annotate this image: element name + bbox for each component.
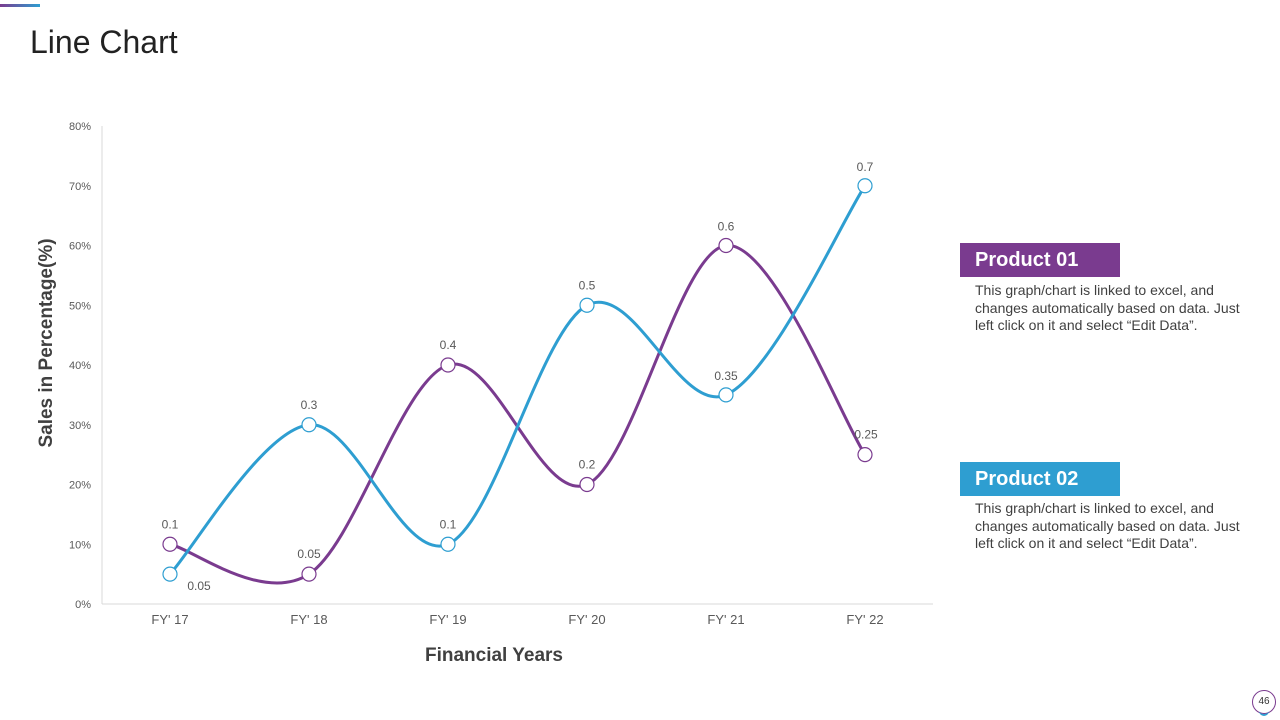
data-point-series-1[interactable] xyxy=(579,476,595,493)
data-label-series-2: 0.5 xyxy=(579,278,596,292)
series-line-2[interactable] xyxy=(168,184,867,576)
x-tick-label: FY' 21 xyxy=(707,612,744,627)
data-point-series-2[interactable] xyxy=(301,417,317,433)
data-point-series-1[interactable] xyxy=(718,237,734,254)
legend-label-product-01: Product 01 xyxy=(960,243,1120,277)
y-tick-label: 80% xyxy=(69,121,91,133)
legend-description-product-02: This graph/chart is linked to excel, and… xyxy=(975,500,1240,551)
series-line-1[interactable] xyxy=(168,243,867,585)
data-label-series-1: 0.05 xyxy=(297,547,321,561)
data-point-series-2[interactable] xyxy=(718,387,734,403)
data-label-series-2: 0.7 xyxy=(857,160,874,174)
data-point-series-1[interactable] xyxy=(301,566,317,582)
data-point-series-2[interactable] xyxy=(440,536,456,552)
legend-label-product-02: Product 02 xyxy=(960,462,1120,496)
y-tick-label: 0% xyxy=(75,599,91,611)
x-tick-label: FY' 17 xyxy=(151,612,188,627)
data-label-series-2: 0.35 xyxy=(714,369,738,383)
data-point-series-2[interactable] xyxy=(579,297,595,313)
x-tick-label: FY' 18 xyxy=(290,612,327,627)
x-tick-label: FY' 22 xyxy=(846,612,883,627)
data-label-series-1: 0.2 xyxy=(579,458,596,472)
data-label-series-1: 0.4 xyxy=(440,338,457,352)
y-axis-title: Sales in Percentage(%) xyxy=(36,238,57,447)
y-tick-label: 50% xyxy=(69,300,91,312)
data-label-series-2: 0.05 xyxy=(187,579,211,593)
data-point-series-1[interactable] xyxy=(162,536,178,552)
data-point-series-1[interactable] xyxy=(857,447,873,463)
slide-title: Line Chart xyxy=(30,24,178,60)
title-accent-bar xyxy=(0,4,40,7)
y-tick-label: 20% xyxy=(69,480,91,492)
y-tick-label: 70% xyxy=(69,181,91,193)
data-point-series-1[interactable] xyxy=(440,357,456,373)
y-tick-label: 60% xyxy=(69,241,91,253)
y-tick-label: 40% xyxy=(69,360,91,372)
y-tick-label: 10% xyxy=(69,539,91,551)
data-label-series-2: 0.1 xyxy=(440,517,457,531)
data-label-series-1: 0.25 xyxy=(854,428,878,442)
data-point-series-2[interactable] xyxy=(857,178,873,194)
y-tick-label: 30% xyxy=(69,420,91,432)
page-number-badge: 46 xyxy=(1252,690,1276,716)
x-axis-title: Financial Years xyxy=(425,645,563,666)
x-tick-label: FY' 20 xyxy=(568,612,605,627)
legend-description-product-01: This graph/chart is linked to excel, and… xyxy=(975,282,1240,333)
data-label-series-2: 0.3 xyxy=(301,398,318,412)
data-label-series-1: 0.6 xyxy=(718,220,735,234)
data-point-series-2[interactable] xyxy=(162,566,178,582)
x-tick-label: FY' 19 xyxy=(429,612,466,627)
data-label-series-1: 0.1 xyxy=(162,517,179,531)
